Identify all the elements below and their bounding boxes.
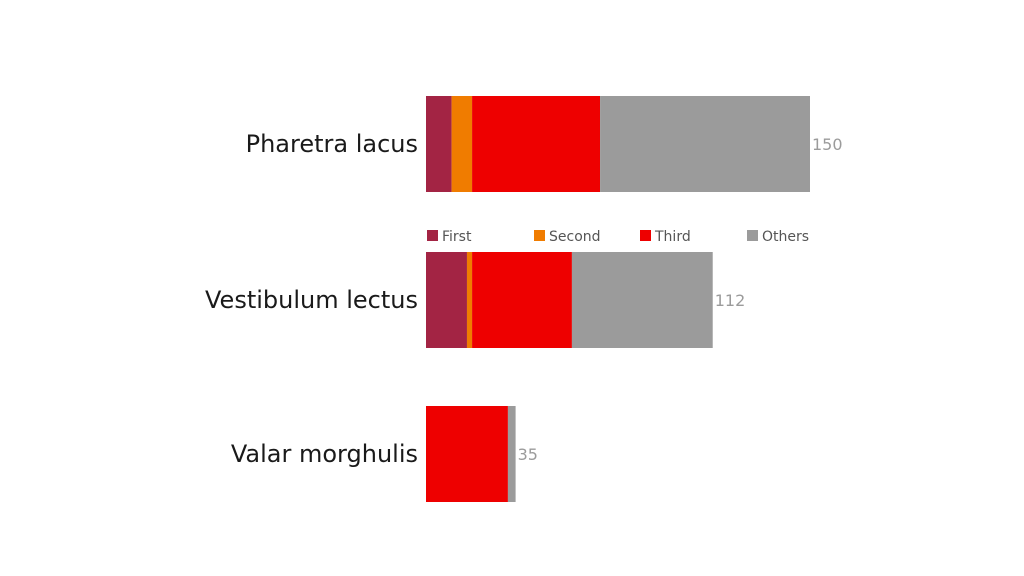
legend-swatch-second xyxy=(534,230,545,241)
bar-segment-pharetra-lacus-second xyxy=(451,96,473,192)
category-label: Pharetra lacus xyxy=(246,130,418,158)
legend-label-others: Others xyxy=(762,229,809,245)
total-label: 112 xyxy=(715,291,746,310)
legend-swatch-others xyxy=(747,230,758,241)
total-labels: 150 112 35 xyxy=(518,135,843,464)
legend-label-second: Second xyxy=(549,229,601,245)
bar-segment-vestibulum-lectus-first xyxy=(426,252,467,348)
legend-swatch-first xyxy=(427,230,438,241)
bar-segment-pharetra-lacus-others xyxy=(600,96,810,192)
bar-segment-pharetra-lacus-first xyxy=(426,96,452,192)
bar-segment-vestibulum-lectus-third xyxy=(472,252,572,348)
bar-segment-valar-morghulis-third xyxy=(426,406,508,502)
bar-segment-pharetra-lacus-third xyxy=(472,96,601,192)
legend-label-third: Third xyxy=(654,229,691,245)
category-label: Vestibulum lectus xyxy=(205,286,418,314)
legend: First Second Third Others xyxy=(427,229,809,245)
legend-swatch-third xyxy=(640,230,651,241)
bar-segment-vestibulum-lectus-second xyxy=(466,252,473,348)
bar-segment-vestibulum-lectus-others xyxy=(571,252,713,348)
bars-group xyxy=(426,96,810,502)
legend-label-first: First xyxy=(442,229,472,245)
total-label: 35 xyxy=(518,445,538,464)
bar-segment-valar-morghulis-others xyxy=(507,406,516,502)
category-labels: Pharetra lacus Vestibulum lectus Valar mor… xyxy=(205,130,418,468)
total-label: 150 xyxy=(812,135,843,154)
category-label: Valar morghulis xyxy=(231,440,418,468)
